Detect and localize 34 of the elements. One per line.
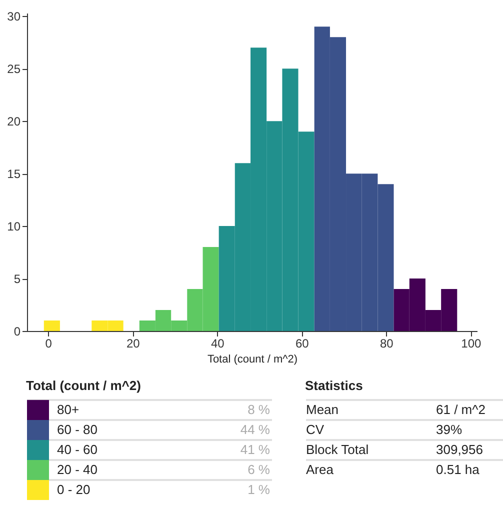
category-label: 60 - 80	[57, 422, 98, 437]
x-tick-label: 100	[461, 336, 482, 350]
category-label: 0 - 20	[57, 482, 90, 497]
x-tick-label: 60	[295, 336, 310, 350]
legend-title: Total (count / m^2)	[26, 378, 141, 393]
category-label: 80+	[57, 402, 80, 417]
category-label: Mean	[306, 402, 339, 417]
x-tick-label: 40	[210, 336, 225, 350]
x-tick-label: 80	[380, 336, 394, 350]
text: 41 %	[240, 442, 270, 457]
text: 61 / m^2	[436, 402, 486, 417]
text: 0.51 ha	[436, 462, 480, 477]
category-label: 40 - 60	[57, 442, 98, 457]
y-tick-label: 25	[7, 62, 21, 76]
text: 8 %	[248, 402, 270, 417]
x-tick-label: 20	[126, 336, 140, 350]
text: 1 %	[248, 482, 270, 497]
text: 39%	[436, 422, 462, 437]
y-tick-label: 15	[7, 167, 21, 182]
x-axis-title: Total (count / m^2)	[207, 354, 298, 366]
text: 44 %	[240, 422, 270, 437]
text: 6 %	[248, 462, 270, 477]
category-label: CV	[306, 422, 324, 437]
y-tick-label: 20	[7, 114, 21, 129]
x-tick-label: 0	[45, 336, 52, 350]
y-tick-label: 0	[14, 324, 21, 338]
y-tick-label: 30	[7, 10, 21, 24]
y-tick-label: 5	[14, 272, 21, 286]
category-label: 20 - 40	[57, 462, 98, 477]
category-label: Area	[306, 462, 334, 477]
text: 309,956	[436, 442, 483, 457]
category-label: Block Total	[306, 442, 369, 457]
y-tick-label: 10	[7, 220, 21, 234]
text: Statistics	[305, 378, 363, 393]
